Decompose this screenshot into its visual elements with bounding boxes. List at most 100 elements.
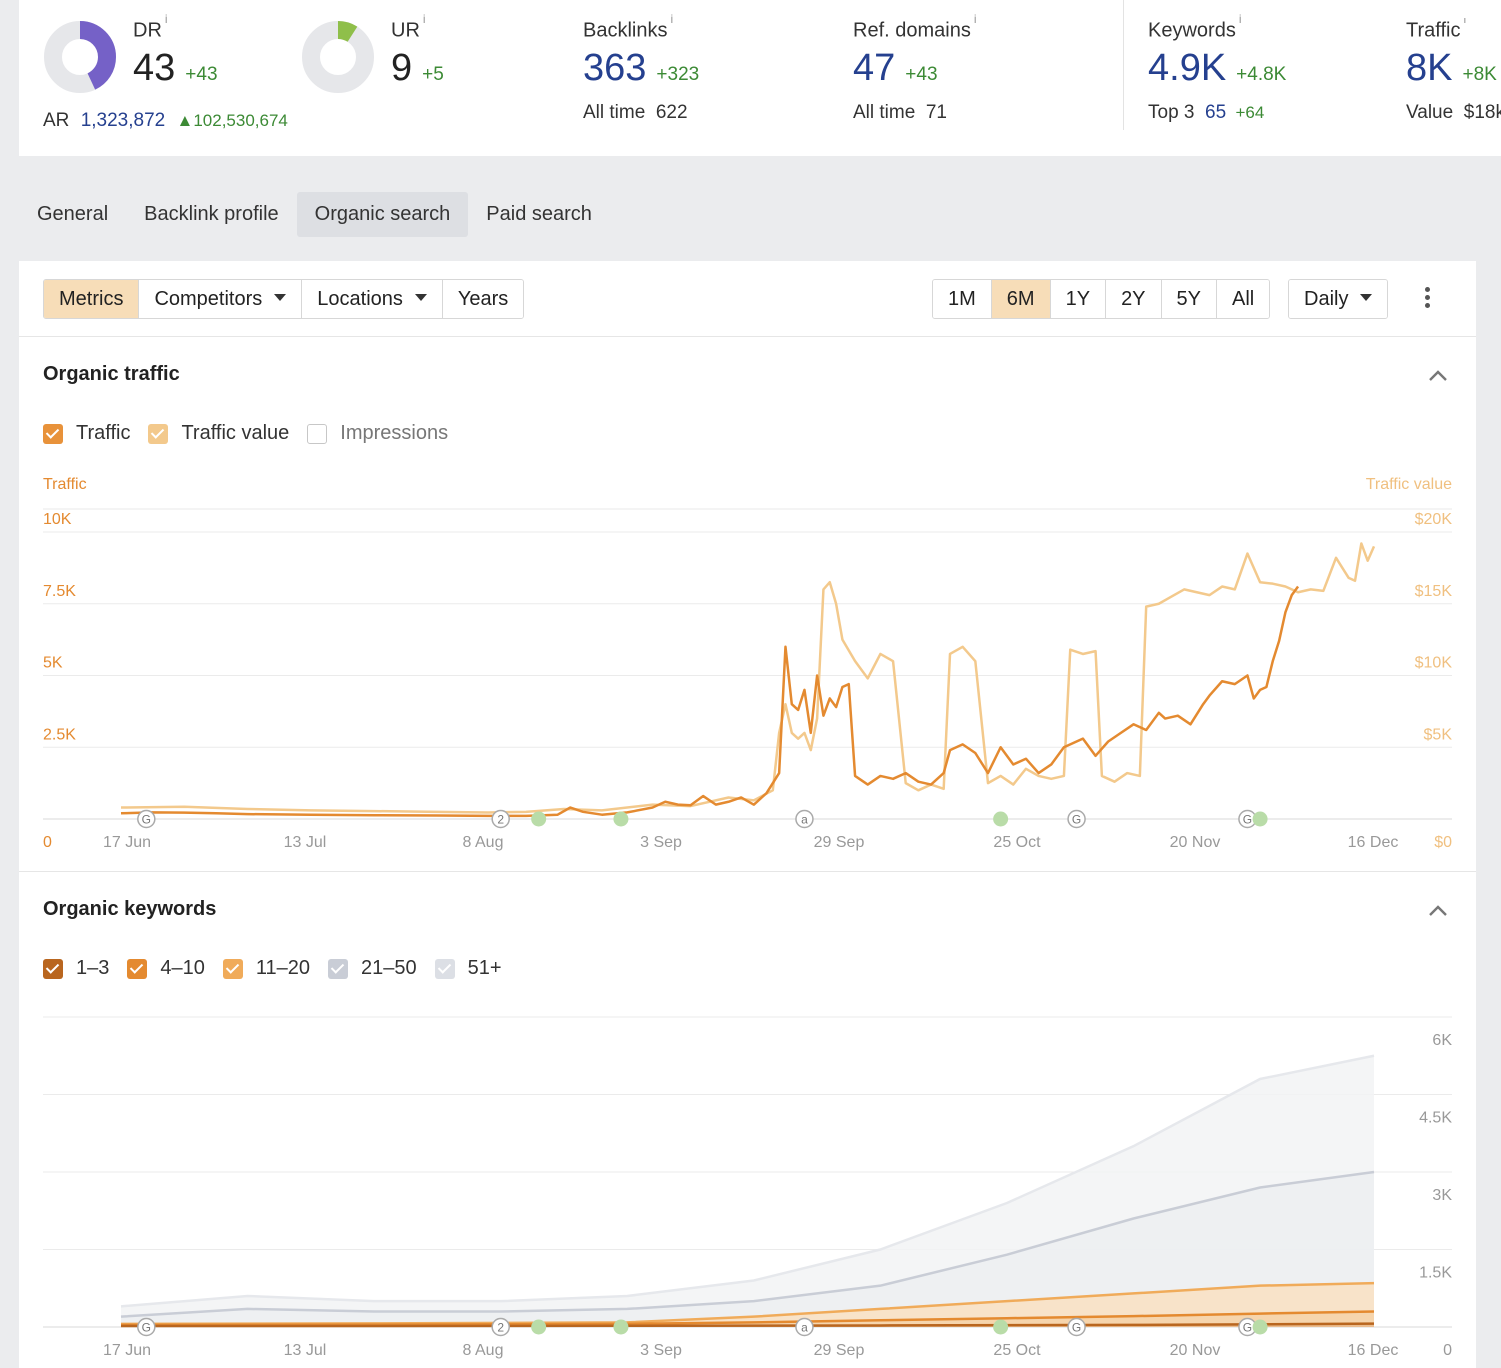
collapse-chevron-up-icon[interactable] <box>1427 903 1449 917</box>
keywords-info-icon[interactable]: i <box>1238 12 1242 26</box>
annotation-marker[interactable] <box>491 809 510 829</box>
dr-info-icon[interactable]: i <box>164 12 168 26</box>
locations-dropdown[interactable]: Locations <box>302 280 443 318</box>
range-1y-button[interactable]: 1Y <box>1050 280 1107 318</box>
ref-domains-info-icon[interactable]: i <box>973 12 977 26</box>
backlinks-info-icon[interactable]: i <box>670 12 674 26</box>
series-line-51-plus[interactable] <box>120 1054 1375 1308</box>
annotation-marker[interactable] <box>491 1317 510 1337</box>
series-line-21-50[interactable] <box>120 1170 1375 1318</box>
impressions-checkbox-label: Impressions <box>340 422 449 444</box>
traffic-value-checkbox[interactable]: Traffic value <box>148 422 289 445</box>
keywords-sub-value[interactable]: 65 <box>1205 101 1227 123</box>
keywords-value[interactable]: 4.9K <box>1148 46 1227 89</box>
annotation-dot[interactable] <box>1252 1319 1268 1335</box>
pos-51-plus-label: 51+ <box>467 957 502 979</box>
range-6m-button[interactable]: 6M <box>991 280 1051 318</box>
locations-label: Locations <box>317 288 403 310</box>
pos-1-3-checkbox[interactable]: 1–3 <box>43 957 109 980</box>
annotation-marker-label: G <box>142 1321 151 1335</box>
series-line-4-10[interactable] <box>120 1310 1375 1327</box>
traffic-info-icon[interactable]: i <box>1463 18 1467 26</box>
competitors-dropdown[interactable]: Competitors <box>139 280 303 318</box>
annotation-dot[interactable] <box>613 811 629 827</box>
collapse-chevron-up-icon[interactable] <box>1427 368 1449 382</box>
traffic-value[interactable]: 8K <box>1406 46 1453 89</box>
area-11-20 <box>121 1283 1374 1327</box>
y2-tick-label: $15K <box>1415 583 1453 600</box>
ref-domains-stat: Ref. domainsi 47 +43 All time 71 <box>853 12 977 124</box>
range-5y-button[interactable]: 5Y <box>1161 280 1217 318</box>
traffic-legend: Traffic Traffic value Impressions <box>43 422 466 445</box>
keywords-sub-delta: +64 <box>1235 102 1265 122</box>
range-2y-button[interactable]: 2Y <box>1106 280 1162 318</box>
traffic-sub-value: $18k <box>1463 101 1501 123</box>
pos-4-10-checkbox[interactable]: 4–10 <box>127 957 205 980</box>
annotation-marker[interactable] <box>1067 809 1086 829</box>
tab-organic-search[interactable]: Organic search <box>296 192 469 237</box>
years-button[interactable]: Years <box>442 280 524 318</box>
annotation-marker[interactable] <box>137 1317 156 1337</box>
organic-keywords-title: Organic keywords <box>43 898 217 920</box>
y2-axis-title: Traffic value <box>1366 476 1452 493</box>
tab-backlink-profile[interactable]: Backlink profile <box>144 203 279 225</box>
x-tick-label: 16 Dec <box>1348 834 1399 851</box>
traffic-value-series-line[interactable] <box>120 542 1376 814</box>
annotation-marker[interactable] <box>1067 1317 1086 1337</box>
annotation-dot[interactable] <box>613 1319 629 1335</box>
traffic-checkbox[interactable]: Traffic <box>43 422 130 445</box>
impressions-checkbox[interactable]: Impressions <box>307 422 448 445</box>
annotation-marker-label: G <box>142 813 151 827</box>
pos-1-3-label: 1–3 <box>76 957 110 979</box>
backlinks-delta: +323 <box>656 63 700 85</box>
dr-delta: +43 <box>185 63 218 85</box>
dr-value: 43 <box>133 46 176 89</box>
backlinks-sub-value: 622 <box>655 101 688 123</box>
organic-traffic-chart[interactable]: Traffic Traffic value 0 $0 2.5K $5K 5K $10K 7.5K… <box>19 461 1476 861</box>
more-options-icon[interactable] <box>1417 287 1437 313</box>
annotation-dot[interactable] <box>993 811 1009 827</box>
range-all-button[interactable]: All <box>1217 280 1270 318</box>
backlinks-sub-label: All time <box>583 101 646 123</box>
series-line-11-20[interactable] <box>120 1281 1375 1326</box>
annotation-dot[interactable] <box>1252 811 1268 827</box>
interval-dropdown[interactable]: Daily <box>1288 279 1389 319</box>
pos-21-50-label: 21–50 <box>361 957 417 979</box>
annotation-marker[interactable] <box>137 809 156 829</box>
pos-11-20-label: 11–20 <box>255 957 311 979</box>
checkbox-checked-icon <box>434 958 455 979</box>
ur-value: 9 <box>391 46 413 89</box>
caret-down-icon <box>274 294 287 302</box>
annotation-marker-label: 2 <box>497 813 504 827</box>
pos-51-plus-checkbox[interactable]: 51+ <box>434 957 502 980</box>
pos-21-50-checkbox[interactable]: 21–50 <box>328 957 417 980</box>
organic-keywords-chart[interactable]: 0 1.5K 3K 4.5K 6K 17 Jun 13 Jul 8 Aug 3 Sep 29 Se… <box>19 1001 1476 1368</box>
range-1m-button[interactable]: 1M <box>933 280 992 318</box>
checkbox-checked-icon <box>148 423 169 444</box>
tab-paid-search[interactable]: Paid search <box>486 203 592 225</box>
annotation-dot[interactable] <box>993 1319 1009 1335</box>
metrics-button[interactable]: Metrics <box>44 280 140 318</box>
x-tick-label: 20 Nov <box>1170 834 1221 851</box>
checkbox-checked-icon <box>43 423 63 444</box>
traffic-series-line[interactable] <box>120 585 1300 818</box>
annotation-dot[interactable] <box>531 1319 547 1335</box>
ar-value[interactable]: 1,323,872 <box>80 110 166 131</box>
annotation-marker[interactable] <box>795 809 814 829</box>
annotation-marker-label: G <box>1243 813 1252 827</box>
ref-domains-label: Ref. domains <box>853 19 971 42</box>
ur-stat: URi 9 +5 <box>391 12 444 90</box>
ur-info-icon[interactable]: i <box>422 12 426 26</box>
annotation-dot[interactable] <box>531 811 547 827</box>
annotation-marker[interactable] <box>795 1317 814 1337</box>
y-tick-label: 1.5K <box>1419 1265 1452 1282</box>
interval-select[interactable]: Daily <box>1289 280 1388 318</box>
backlinks-value[interactable]: 363 <box>583 46 647 89</box>
pos-11-20-checkbox[interactable]: 11–20 <box>222 957 311 980</box>
y-axis-title: Traffic <box>43 476 87 493</box>
x-tick-label: 20 Nov <box>1170 1342 1221 1359</box>
y-tick-label: 4.5K <box>1419 1110 1452 1127</box>
tab-general[interactable]: General <box>37 203 109 225</box>
series-line-1-3[interactable] <box>121 1322 1375 1328</box>
ref-domains-value[interactable]: 47 <box>853 46 896 89</box>
